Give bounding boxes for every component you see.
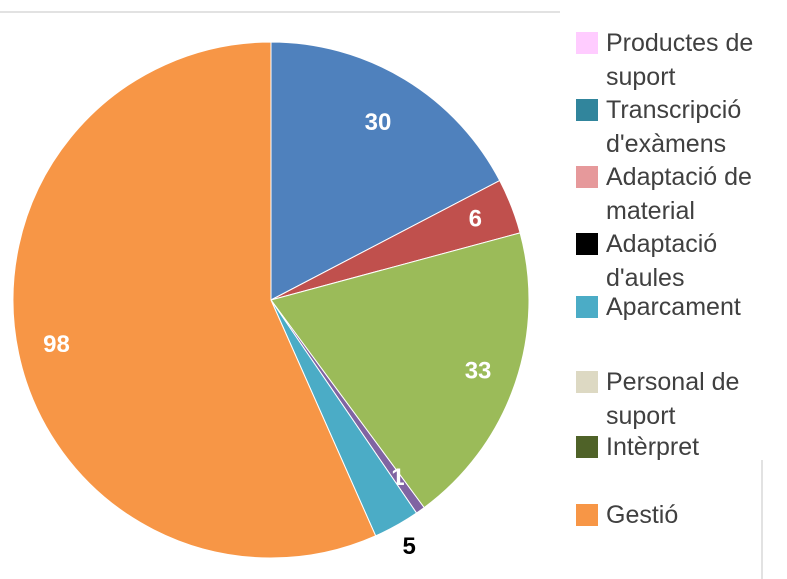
data-label: 33 — [465, 358, 492, 385]
legend-swatch — [576, 504, 598, 526]
legend-entry: Adaptació d'aules — [576, 227, 786, 295]
data-label: 5 — [402, 533, 415, 560]
legend-swatch — [576, 166, 598, 188]
data-label: 6 — [469, 206, 482, 233]
legend-swatch — [576, 233, 598, 255]
legend-label: Productes de suport — [606, 29, 754, 91]
legend-label: Intèrpret — [606, 433, 700, 461]
legend-entry: Intèrpret — [576, 430, 786, 464]
data-label: 30 — [365, 109, 392, 136]
legend-swatch — [576, 296, 598, 318]
legend-swatch — [576, 32, 598, 54]
legend-entry: Productes de suport — [576, 26, 786, 94]
legend-label: Adaptació d'aules — [606, 230, 718, 292]
legend-label: Adaptació de material — [606, 163, 752, 225]
legend-label: Aparcament — [606, 293, 741, 321]
legend-entry: Transcripció d'exàmens — [576, 93, 786, 161]
legend-entry: Gestió — [576, 498, 786, 532]
data-label: 98 — [43, 331, 70, 358]
legend-swatch — [576, 99, 598, 121]
legend-swatch — [576, 436, 598, 458]
legend-label: Personal de suport — [606, 368, 740, 430]
pie-slice — [270, 232, 530, 509]
legend-entry: Aparcament — [576, 290, 786, 324]
legend-label: Gestió — [606, 501, 679, 529]
pie-slice — [270, 41, 501, 301]
legend-entry: Adaptació de material — [576, 160, 786, 228]
legend-entry: Personal de suport — [576, 365, 786, 433]
legend-label: Transcripció d'exàmens — [606, 96, 742, 158]
pie-slice — [12, 41, 377, 559]
legend-swatch — [576, 371, 598, 393]
